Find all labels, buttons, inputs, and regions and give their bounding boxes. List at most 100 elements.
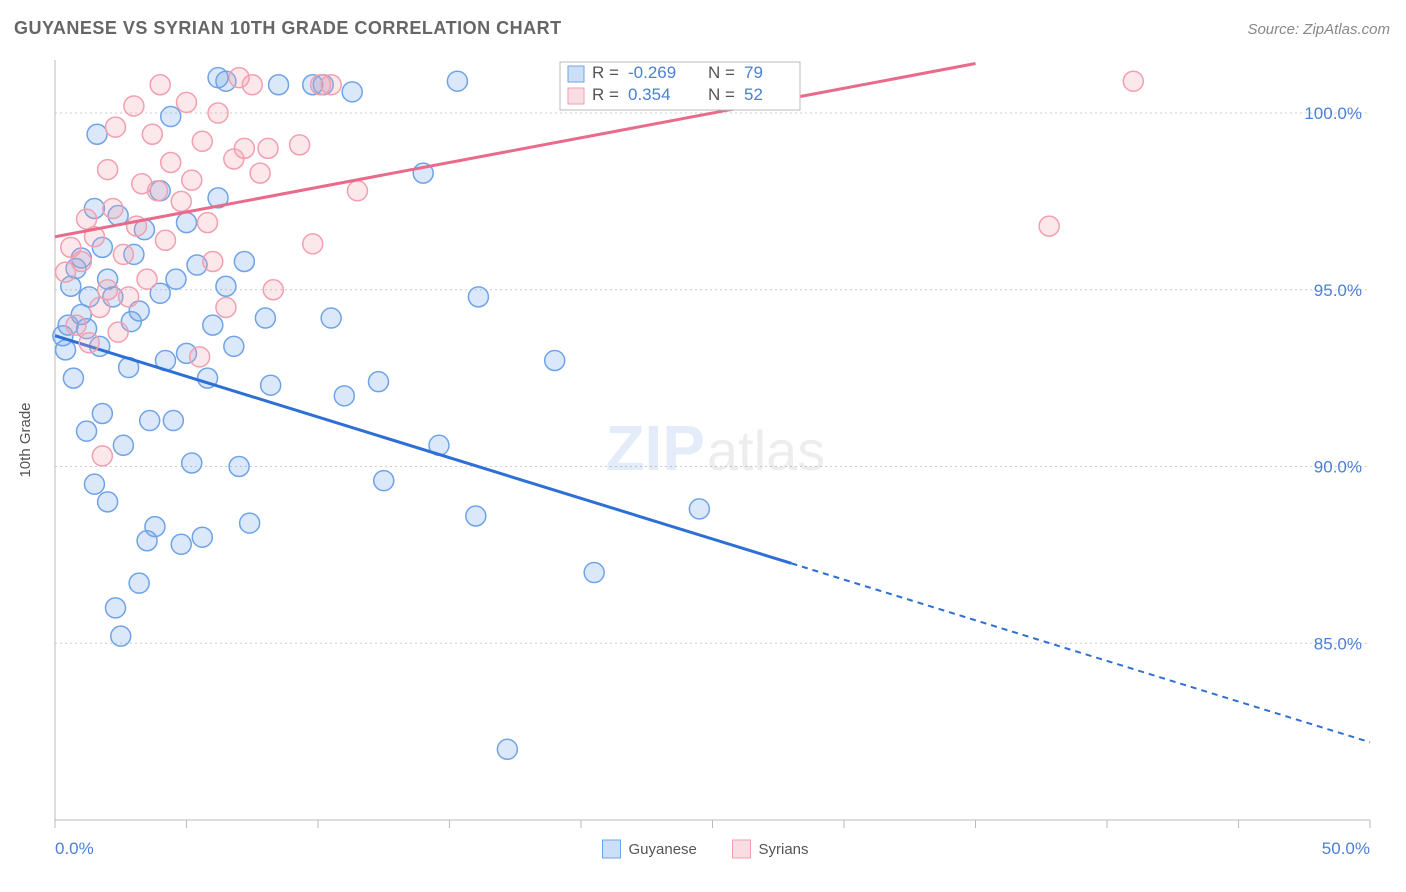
- stats-r-value: 0.354: [628, 85, 671, 104]
- scatter-point: [66, 315, 86, 335]
- scatter-point: [98, 492, 118, 512]
- stats-n-value: 79: [744, 63, 763, 82]
- scatter-point: [190, 347, 210, 367]
- scatter-point: [689, 499, 709, 519]
- ytick-label: 90.0%: [1314, 458, 1362, 477]
- scatter-point: [321, 75, 341, 95]
- scatter-point: [347, 181, 367, 201]
- scatter-point: [177, 213, 197, 233]
- xtick-label: 0.0%: [55, 839, 94, 858]
- scatter-point: [261, 375, 281, 395]
- scatter-point: [368, 372, 388, 392]
- scatter-point: [63, 368, 83, 388]
- scatter-point: [334, 386, 354, 406]
- scatter-point: [303, 234, 323, 254]
- stats-swatch: [568, 66, 584, 82]
- stats-r-value: -0.269: [628, 63, 676, 82]
- scatter-point: [1039, 216, 1059, 236]
- scatter-point: [182, 170, 202, 190]
- scatter-point: [108, 322, 128, 342]
- scatter-point: [92, 446, 112, 466]
- source-label: Source: ZipAtlas.com: [1247, 21, 1390, 38]
- scatter-point: [584, 563, 604, 583]
- y-axis-label: 10th Grade: [17, 402, 34, 477]
- scatter-point: [321, 308, 341, 328]
- legend-label: Guyanese: [629, 841, 697, 858]
- stats-n-label: N =: [708, 63, 735, 82]
- scatter-point: [71, 251, 91, 271]
- scatter-point: [98, 160, 118, 180]
- xtick-label: 50.0%: [1322, 839, 1370, 858]
- scatter-point: [342, 82, 362, 102]
- scatter-point: [163, 411, 183, 431]
- scatter-point: [374, 471, 394, 491]
- stats-r-label: R =: [592, 85, 619, 104]
- scatter-point: [258, 138, 278, 158]
- scatter-point: [142, 124, 162, 144]
- scatter-point: [198, 213, 218, 233]
- scatter-point: [56, 340, 76, 360]
- scatter-point: [269, 75, 289, 95]
- scatter-point: [234, 138, 254, 158]
- scatter-point: [497, 739, 517, 759]
- stats-n-value: 52: [744, 85, 763, 104]
- scatter-point: [137, 269, 157, 289]
- scatter-point: [250, 163, 270, 183]
- scatter-point: [145, 517, 165, 537]
- scatter-point: [105, 598, 125, 618]
- watermark: ZIP: [605, 412, 705, 484]
- stats-n-label: N =: [708, 85, 735, 104]
- scatter-point: [171, 191, 191, 211]
- scatter-point: [140, 411, 160, 431]
- scatter-point: [119, 287, 139, 307]
- scatter-point: [177, 92, 197, 112]
- scatter-point: [447, 71, 467, 91]
- scatter-point: [203, 315, 223, 335]
- watermark: atlas: [707, 419, 825, 482]
- scatter-point: [148, 181, 168, 201]
- scatter-point: [171, 534, 191, 554]
- ytick-label: 100.0%: [1304, 104, 1362, 123]
- chart-title: GUYANESE VS SYRIAN 10TH GRADE CORRELATIO…: [14, 18, 562, 38]
- scatter-point: [166, 269, 186, 289]
- scatter-point: [216, 297, 236, 317]
- scatter-point: [103, 198, 123, 218]
- scatter-point: [105, 117, 125, 137]
- scatter-point: [161, 107, 181, 127]
- scatter-point: [77, 421, 97, 441]
- scatter-point: [263, 280, 283, 300]
- scatter-point: [113, 435, 133, 455]
- scatter-point: [92, 403, 112, 423]
- scatter-point: [255, 308, 275, 328]
- scatter-point: [242, 75, 262, 95]
- stats-swatch: [568, 88, 584, 104]
- scatter-point: [113, 244, 133, 264]
- scatter-point: [466, 506, 486, 526]
- scatter-point: [98, 280, 118, 300]
- scatter-point: [161, 153, 181, 173]
- scatter-point: [234, 251, 254, 271]
- scatter-point: [192, 131, 212, 151]
- scatter-point: [290, 135, 310, 155]
- scatter-point: [84, 474, 104, 494]
- scatter-point: [155, 230, 175, 250]
- ytick-label: 95.0%: [1314, 281, 1362, 300]
- trend-line-extrap: [791, 563, 1370, 742]
- scatter-point: [124, 96, 144, 116]
- scatter-point: [216, 276, 236, 296]
- ytick-label: 85.0%: [1314, 634, 1362, 653]
- scatter-point: [240, 513, 260, 533]
- legend-swatch: [603, 840, 621, 858]
- scatter-point: [229, 457, 249, 477]
- scatter-point: [545, 350, 565, 370]
- scatter-point: [150, 75, 170, 95]
- scatter-point: [87, 124, 107, 144]
- legend-swatch: [733, 840, 751, 858]
- scatter-point: [224, 336, 244, 356]
- scatter-point: [182, 453, 202, 473]
- scatter-point: [1123, 71, 1143, 91]
- scatter-point: [203, 251, 223, 271]
- legend-label: Syrians: [759, 841, 809, 858]
- scatter-point: [111, 626, 131, 646]
- scatter-point: [192, 527, 212, 547]
